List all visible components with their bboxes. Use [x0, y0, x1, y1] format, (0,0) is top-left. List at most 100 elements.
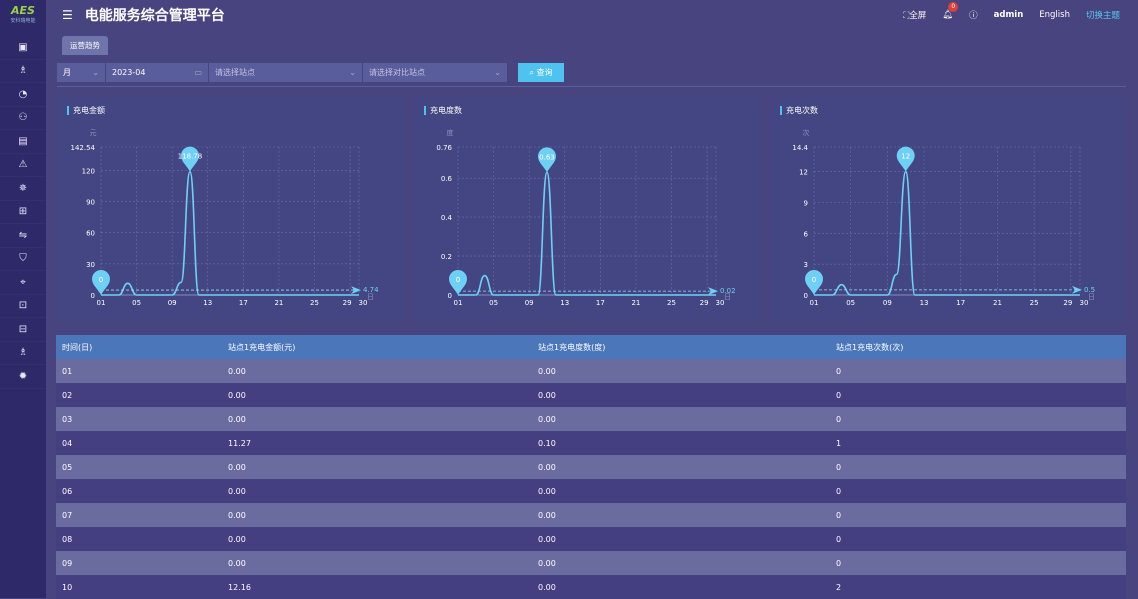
- header: ☰ 电能服务综合管理平台 ⛶全屏 🔔︎ 0 ⓘ admin English 切换主…: [46, 0, 1138, 30]
- table-cell: 0.00: [538, 366, 556, 376]
- table-cell: 07: [62, 510, 73, 520]
- logo: AES 安科瑞电能: [0, 0, 46, 36]
- table-cell: 06: [62, 486, 73, 496]
- sidebar-item[interactable]: ⊡: [0, 295, 46, 318]
- table-cell: 0.00: [228, 510, 246, 520]
- transfer-icon: ⇋: [18, 229, 28, 241]
- table-row: 08 0.00 0.00 0: [56, 527, 1126, 551]
- sidebar-item[interactable]: ✵: [0, 177, 46, 201]
- table-cell: 0.00: [538, 510, 556, 520]
- marker-label: 0: [99, 276, 103, 284]
- station-select[interactable]: 请选择站点 ⌄: [209, 63, 362, 82]
- sidebar-item[interactable]: ⛉: [0, 248, 46, 271]
- y-tick-label: 3: [804, 261, 808, 269]
- y-tick-label: 0.6: [441, 175, 453, 183]
- user-menu[interactable]: admin: [993, 10, 1024, 20]
- x-tick-label: 30: [1080, 299, 1089, 307]
- monitor-icon: ▣: [18, 41, 28, 53]
- sidebar-item[interactable]: ✹: [0, 365, 46, 389]
- table-cell: 10: [62, 582, 73, 592]
- sidebar: AES 安科瑞电能 ▣ ♗ ◔ ⚇ ▤ ⚠ ✵ ⊞ ⇋ ⛉ ⌖ ⊡ ⊟ ♗ ✹: [0, 0, 46, 598]
- x-tick-label: 17: [239, 299, 248, 307]
- sidebar-item[interactable]: ♗: [0, 342, 46, 365]
- sidebar-item[interactable]: ⇋: [0, 224, 46, 248]
- table-cell: 0: [836, 414, 842, 424]
- table-cell: 08: [62, 534, 73, 544]
- compare-station-select[interactable]: 请选择对比站点 ⌄: [363, 63, 507, 82]
- sidebar-item[interactable]: ⚠: [0, 154, 46, 177]
- x-axis-unit: 日: [1088, 293, 1095, 301]
- sidebar-item[interactable]: ⊞: [0, 201, 46, 224]
- sidebar-item[interactable]: ◔: [0, 83, 46, 107]
- x-axis-unit: 日: [724, 293, 731, 301]
- series-line: [100, 170, 359, 296]
- x-tick-label: 21: [993, 299, 1002, 307]
- y-tick-label: 120: [82, 167, 95, 175]
- y-tick-label: 9: [804, 200, 808, 208]
- language-switch[interactable]: English: [1039, 10, 1070, 20]
- sidebar-item[interactable]: ▤: [0, 130, 46, 154]
- y-tick-label: 60: [86, 230, 95, 238]
- table-row: 09 0.00 0.00 0: [56, 551, 1126, 575]
- x-tick-label: 01: [810, 299, 819, 307]
- pie-chart-icon: ◔: [18, 88, 28, 100]
- filter-bar: 月 ⌄ 2023-04 ▭ 请选择站点 ⌄ 请选择对比站点 ⌄ ⌕ 查询: [57, 63, 564, 82]
- table-row: 04 11.27 0.10 1: [56, 431, 1126, 455]
- table-cell: 0.00: [228, 390, 246, 400]
- sidebar-item[interactable]: ▣: [0, 36, 46, 60]
- date-picker[interactable]: 2023-04 ▭: [106, 63, 208, 82]
- storage-icon: ⊟: [18, 323, 28, 335]
- org-icon: ♗: [18, 65, 28, 77]
- menu-toggle-icon[interactable]: ☰: [62, 8, 73, 22]
- shield-icon: ⛉: [19, 253, 27, 265]
- table-cell: 0.00: [228, 534, 246, 544]
- network-icon: ✵: [18, 182, 28, 194]
- data-table: 时间(日) 站点1充电金额(元) 站点1充电度数(度) 站点1充电次数(次) 0…: [56, 335, 1126, 599]
- table-cell: 0.00: [538, 558, 556, 568]
- x-tick-label: 21: [631, 299, 640, 307]
- y-tick-label: 0.4: [441, 214, 453, 222]
- tab-operation-trend[interactable]: 运营趋势: [62, 36, 108, 55]
- y-axis-unit: 元: [90, 129, 97, 137]
- x-tick-label: 17: [956, 299, 965, 307]
- x-tick-label: 01: [454, 299, 463, 307]
- y-tick-label: 6: [804, 230, 809, 238]
- table-row: 02 0.00 0.00 0: [56, 383, 1126, 407]
- marker-pin: [896, 146, 915, 172]
- table-cell: 1: [836, 438, 842, 448]
- help-icon[interactable]: ⓘ: [969, 11, 978, 21]
- table-cell: 02: [62, 390, 73, 400]
- table-row: 07 0.00 0.00 0: [56, 503, 1126, 527]
- table-cell: 0.00: [538, 390, 556, 400]
- table-row: 03 0.00 0.00 0: [56, 407, 1126, 431]
- switch-theme-link[interactable]: 切换主题: [1085, 11, 1120, 21]
- period-select[interactable]: 月 ⌄: [57, 63, 105, 82]
- table-row: 05 0.00 0.00 0: [56, 455, 1126, 479]
- y-tick-label: 0.2: [441, 253, 452, 261]
- sidebar-item[interactable]: ⊟: [0, 318, 46, 342]
- sidebar-item[interactable]: ♗: [0, 60, 46, 83]
- document-icon: ▤: [18, 135, 28, 147]
- notification-button[interactable]: 🔔︎ 0: [942, 2, 959, 20]
- marker-label: 0.63: [539, 153, 555, 161]
- fullscreen-button[interactable]: ⛶全屏: [903, 9, 926, 21]
- query-button[interactable]: ⌕ 查询: [518, 63, 564, 82]
- sidebar-item[interactable]: ⌖: [0, 271, 46, 295]
- y-tick-label: 0: [91, 292, 95, 300]
- x-tick-label: 29: [343, 299, 352, 307]
- table-cell: 0.00: [228, 414, 246, 424]
- y-tick-label: 12: [799, 169, 808, 177]
- x-tick-label: 30: [716, 299, 725, 307]
- sidebar-item[interactable]: ⚇: [0, 107, 46, 130]
- x-tick-label: 09: [883, 299, 892, 307]
- table-cell: 0: [836, 558, 842, 568]
- table-cell: 0.00: [228, 462, 246, 472]
- table-cell: 0.10: [538, 438, 556, 448]
- table-row: 10 12.16 0.00 2: [56, 575, 1126, 599]
- x-axis-unit: 日: [367, 293, 374, 301]
- table-cell: 0: [836, 390, 842, 400]
- fullscreen-label: 全屏: [909, 11, 927, 21]
- arrow-icon: [708, 287, 718, 296]
- y-axis-unit: 度: [447, 128, 454, 137]
- table-cell: 0.00: [538, 582, 556, 592]
